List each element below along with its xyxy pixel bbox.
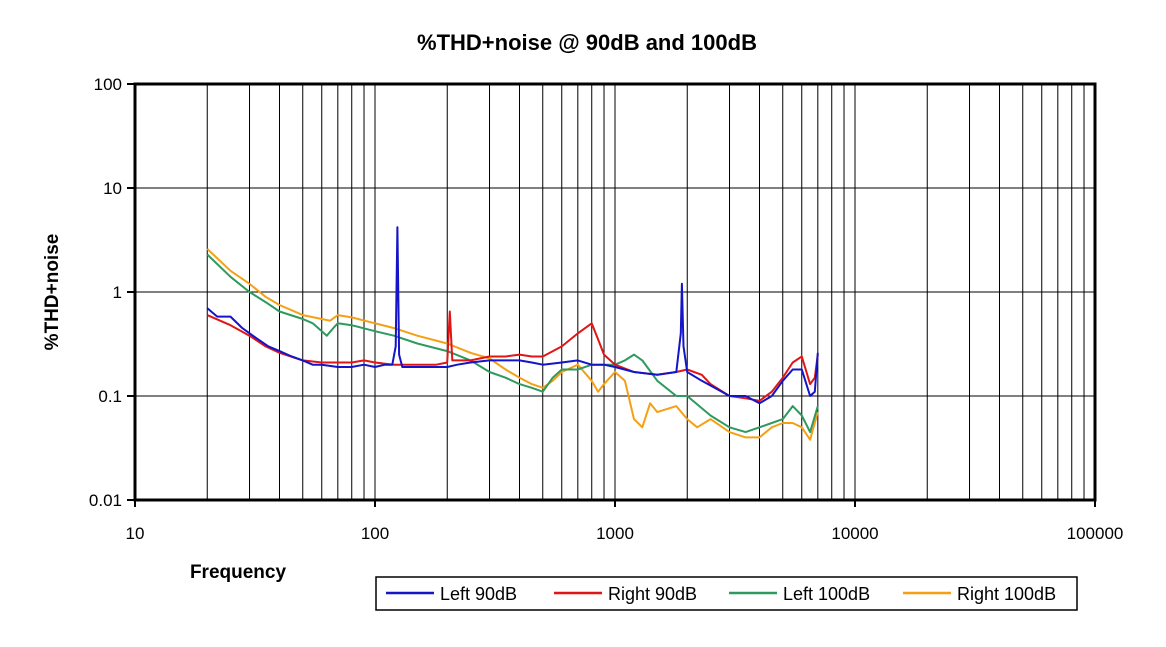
legend-label-right-90db: Right 90dB bbox=[608, 584, 697, 604]
series-line-left-90db bbox=[206, 226, 819, 405]
y-tick-label: 0.1 bbox=[98, 387, 122, 406]
data-series bbox=[206, 226, 819, 441]
legend-box bbox=[375, 576, 1078, 611]
x-tick-label: 100 bbox=[361, 524, 389, 543]
y-tick-label: 0.01 bbox=[89, 491, 122, 510]
legend-label-right-100db: Right 100dB bbox=[957, 584, 1056, 604]
legend-label-left-100db: Left 100dB bbox=[783, 584, 870, 604]
series-line-left-100db bbox=[206, 253, 819, 434]
x-tick-label: 1000 bbox=[596, 524, 634, 543]
y-axis-label: %THD+noise bbox=[42, 234, 63, 351]
x-tick-label: 10 bbox=[126, 524, 145, 543]
x-axis-ticks: 10 100 1000 10000 100000 bbox=[126, 500, 1124, 543]
legend: Left 90dB Right 90dB Left 100dB Right 100dB bbox=[375, 576, 1078, 611]
grid-lines bbox=[135, 84, 1095, 500]
series-line-right-90db bbox=[206, 310, 819, 402]
legend-label-left-90db: Left 90dB bbox=[440, 584, 517, 604]
y-tick-label: 1 bbox=[113, 283, 122, 302]
chart-title: %THD+noise @ 90dB and 100dB bbox=[417, 30, 757, 55]
y-axis-ticks: 0.01 0.1 1 10 100 bbox=[89, 75, 135, 510]
y-tick-label: 10 bbox=[103, 179, 122, 198]
x-axis-label: Frequency bbox=[190, 562, 287, 583]
x-tick-label: 100000 bbox=[1067, 524, 1124, 543]
x-tick-label: 10000 bbox=[831, 524, 878, 543]
series-line-right-100db bbox=[206, 248, 819, 441]
y-tick-label: 100 bbox=[94, 75, 122, 94]
